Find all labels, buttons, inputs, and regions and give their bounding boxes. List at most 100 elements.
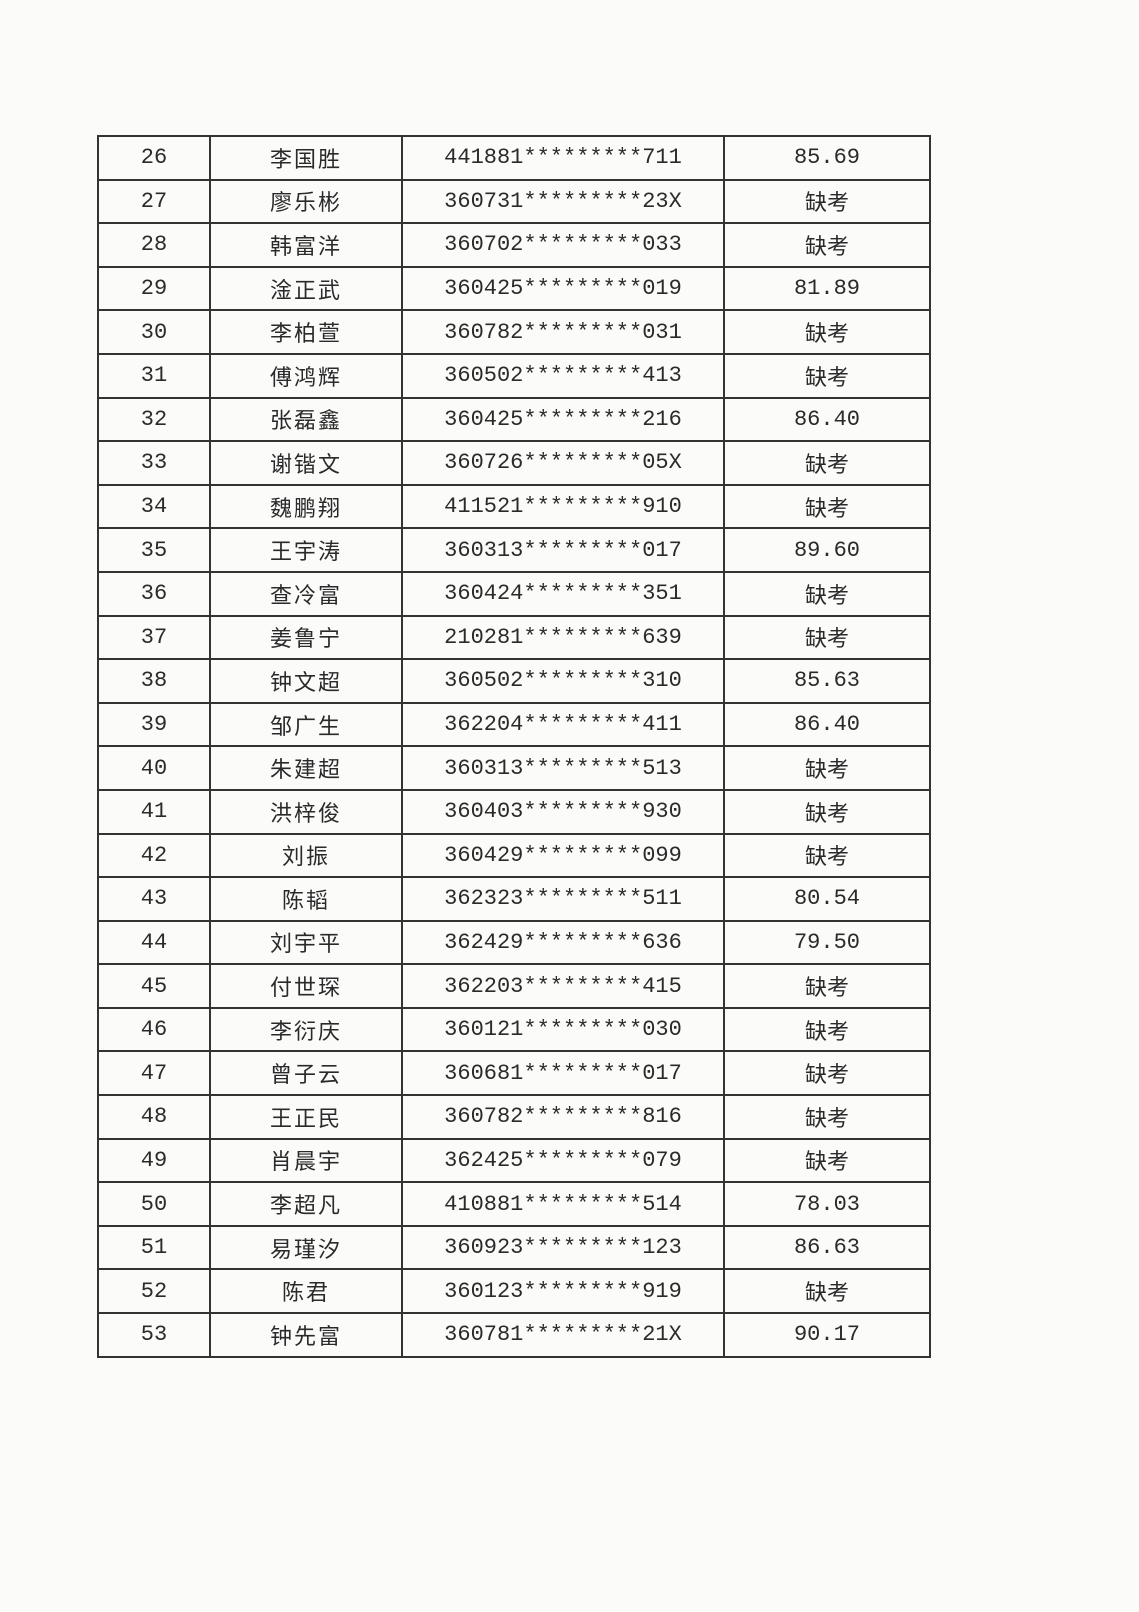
id-number-cell: 360424*********351: [401, 570, 725, 617]
row-number-cell: 53: [97, 1312, 211, 1358]
candidate-name-cell: 钟先富: [209, 1312, 403, 1358]
table-row: 50 李超凡 410881*********514 78.03: [97, 1181, 931, 1227]
row-number-cell: 34: [97, 483, 211, 530]
candidate-name-cell: 李柏萱: [209, 309, 403, 355]
score-cell: 缺考: [723, 1137, 931, 1184]
score-cell: 缺考: [723, 309, 931, 355]
id-number-cell: 362323*********511: [401, 876, 725, 922]
candidate-name-cell: 邹广生: [209, 701, 403, 748]
table-row: 28 韩富洋 360702*********033 缺考: [97, 222, 931, 268]
table-row: 44 刘宇平 362429*********636 79.50: [97, 919, 931, 966]
row-number-cell: 43: [97, 876, 211, 922]
table-row: 31 傅鸿辉 360502*********413 缺考: [97, 352, 931, 399]
candidate-name-cell: 张磊鑫: [209, 396, 403, 443]
table-row: 36 查冷富 360424*********351 缺考: [97, 570, 931, 617]
id-number-cell: 360123*********919: [401, 1268, 725, 1315]
table-row: 29 淦正武 360425*********019 81.89: [97, 265, 931, 312]
score-cell: 78.03: [723, 1181, 931, 1227]
candidate-name-cell: 韩富洋: [209, 222, 403, 268]
row-number-cell: 32: [97, 396, 211, 443]
score-cell: 缺考: [723, 1006, 931, 1053]
id-number-cell: 360429*********099: [401, 832, 725, 879]
row-number-cell: 39: [97, 701, 211, 748]
table-row: 39 邹广生 362204*********411 86.40: [97, 701, 931, 748]
candidate-name-cell: 李衍庆: [209, 1006, 403, 1053]
row-number-cell: 40: [97, 745, 211, 791]
table-row: 45 付世琛 362203*********415 缺考: [97, 963, 931, 1009]
candidate-name-cell: 陈韬: [209, 876, 403, 922]
candidate-name-cell: 廖乐彬: [209, 178, 403, 225]
table-row: 38 钟文超 360502*********310 85.63: [97, 658, 931, 704]
score-cell: 缺考: [723, 832, 931, 879]
id-number-cell: 360313*********513: [401, 745, 725, 791]
table-row: 49 肖晨宇 362425*********079 缺考: [97, 1137, 931, 1184]
table-row: 32 张磊鑫 360425*********216 86.40: [97, 396, 931, 443]
score-cell: 80.54: [723, 876, 931, 922]
candidate-name-cell: 王正民: [209, 1094, 403, 1140]
candidate-name-cell: 李国胜: [209, 135, 403, 181]
row-number-cell: 26: [97, 135, 211, 181]
id-number-cell: 360425*********019: [401, 265, 725, 312]
row-number-cell: 31: [97, 352, 211, 399]
score-cell: 缺考: [723, 614, 931, 661]
id-number-cell: 441881*********711: [401, 135, 725, 181]
candidate-name-cell: 查冷富: [209, 570, 403, 617]
candidate-name-cell: 王宇涛: [209, 527, 403, 573]
id-number-cell: 360502*********310: [401, 658, 725, 704]
candidate-name-cell: 朱建超: [209, 745, 403, 791]
id-number-cell: 360681*********017: [401, 1050, 725, 1097]
id-number-cell: 362204*********411: [401, 701, 725, 748]
results-table: 26 李国胜 441881*********711 85.69 27 廖乐彬 360731*…: [97, 135, 931, 1358]
id-number-cell: 210281*********639: [401, 614, 725, 661]
id-number-cell: 360781*********21X: [401, 1312, 725, 1358]
row-number-cell: 52: [97, 1268, 211, 1315]
id-number-cell: 360726*********05X: [401, 440, 725, 486]
id-number-cell: 360313*********017: [401, 527, 725, 573]
row-number-cell: 51: [97, 1224, 211, 1271]
table-row: 42 刘振 360429*********099 缺考: [97, 832, 931, 879]
row-number-cell: 50: [97, 1181, 211, 1227]
candidate-name-cell: 易瑾汐: [209, 1224, 403, 1271]
table-row: 46 李衍庆 360121*********030 缺考: [97, 1006, 931, 1053]
id-number-cell: 360502*********413: [401, 352, 725, 399]
table-row: 51 易瑾汐 360923*********123 86.63: [97, 1224, 931, 1271]
score-cell: 85.63: [723, 658, 931, 704]
row-number-cell: 46: [97, 1006, 211, 1053]
table-row: 33 谢锴文 360726*********05X 缺考: [97, 440, 931, 486]
id-number-cell: 360782*********816: [401, 1094, 725, 1140]
id-number-cell: 362429*********636: [401, 919, 725, 966]
candidate-name-cell: 傅鸿辉: [209, 352, 403, 399]
candidate-name-cell: 谢锴文: [209, 440, 403, 486]
id-number-cell: 360923*********123: [401, 1224, 725, 1271]
table-row: 37 姜鲁宁 210281*********639 缺考: [97, 614, 931, 661]
id-number-cell: 411521*********910: [401, 483, 725, 530]
candidate-name-cell: 钟文超: [209, 658, 403, 704]
row-number-cell: 36: [97, 570, 211, 617]
score-cell: 86.40: [723, 396, 931, 443]
row-number-cell: 37: [97, 614, 211, 661]
row-number-cell: 48: [97, 1094, 211, 1140]
row-number-cell: 41: [97, 788, 211, 835]
candidate-name-cell: 陈君: [209, 1268, 403, 1315]
score-cell: 缺考: [723, 1268, 931, 1315]
id-number-cell: 360702*********033: [401, 222, 725, 268]
table-row: 27 廖乐彬 360731*********23X 缺考: [97, 178, 931, 225]
id-number-cell: 360782*********031: [401, 309, 725, 355]
score-cell: 缺考: [723, 440, 931, 486]
row-number-cell: 42: [97, 832, 211, 879]
id-number-cell: 360425*********216: [401, 396, 725, 443]
candidate-name-cell: 李超凡: [209, 1181, 403, 1227]
score-cell: 79.50: [723, 919, 931, 966]
table-row: 41 洪梓俊 360403*********930 缺考: [97, 788, 931, 835]
candidate-name-cell: 魏鹏翔: [209, 483, 403, 530]
id-number-cell: 362425*********079: [401, 1137, 725, 1184]
candidate-name-cell: 姜鲁宁: [209, 614, 403, 661]
table-row: 30 李柏萱 360782*********031 缺考: [97, 309, 931, 355]
table-row: 40 朱建超 360313*********513 缺考: [97, 745, 931, 791]
row-number-cell: 27: [97, 178, 211, 225]
table-row: 34 魏鹏翔 411521*********910 缺考: [97, 483, 931, 530]
score-cell: 缺考: [723, 1094, 931, 1140]
candidate-name-cell: 刘振: [209, 832, 403, 879]
score-cell: 缺考: [723, 570, 931, 617]
table-row: 35 王宇涛 360313*********017 89.60: [97, 527, 931, 573]
